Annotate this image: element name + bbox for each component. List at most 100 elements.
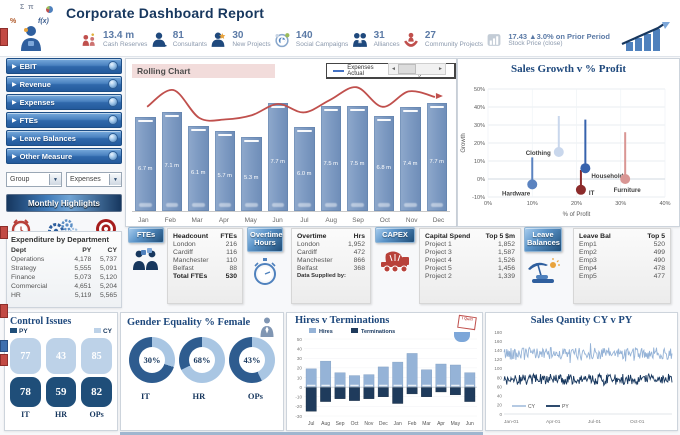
donut-label: IT [141,391,150,401]
bar-column: 7.4 m [399,83,422,211]
svg-text:20%: 20% [571,201,582,207]
bar-column: 5.7 m [213,83,236,211]
sidebar-item-revenue[interactable]: ▶ Revenue [6,76,122,92]
control-issues-title: Control Issues [10,316,72,327]
month-label: Oct [379,217,390,224]
leave-row: Emp1 520 [579,240,665,248]
svg-text:Growth: Growth [461,133,467,152]
sidebar-item-other-measure[interactable]: ▶ Other Measure [6,148,122,164]
sidebar-item-ebit[interactable]: ▶ EBIT [6,58,122,74]
leave-table: Leave Bal Top 5 Emp1 520 Emp2 499 Emp3 490 Emp4 4… [579,232,665,280]
svg-text:IT: IT [589,190,595,197]
overtime-tag[interactable]: Overtime Hours [247,227,283,252]
leave-row: Emp3 490 [579,256,665,264]
function-icon: f(x) [38,18,49,25]
svg-text:Sep: Sep [336,421,345,427]
chevron-down-icon[interactable]: ▼ [49,174,61,185]
sphere-icon [108,151,118,161]
svg-text:Jan: Jan [394,421,402,427]
kpi-social-campaigns: 140 Social Campaigns [273,31,348,48]
month-label: May [244,217,257,224]
bar-value-label: 5.3 m [244,175,259,182]
stock-price-icon [487,34,501,46]
svg-text:-20: -20 [295,404,302,409]
svg-text:100: 100 [494,366,502,371]
measure-dropdown[interactable]: Expenses ▼ [66,172,122,187]
bar-column: 6.0 m [293,83,316,211]
svg-text:-10: -10 [295,395,302,400]
kpi-label: Alliances [373,40,400,48]
bar-column: 6.8 m [372,83,395,211]
overtime-row: Belfast 368 [297,264,365,272]
monthly-highlights-banner[interactable]: Monthly Highlights [6,194,122,212]
scroll-left-icon[interactable]: ◄ [391,66,396,72]
expense-bar: 7.7 m [266,102,289,211]
bar-value-label: 7.4 m [403,161,418,168]
expenditure-row: Finance 5,073 5,120 [11,274,117,281]
fte-tag-card: FTEs [128,227,164,274]
table-footnote: Data Supplied by: [297,273,346,279]
bar-column: 7.7 m [425,83,448,211]
sidebar-item-leave-balances[interactable]: ▶ Leave Balances [6,130,122,146]
svg-text:30%: 30% [474,123,485,129]
kpi-row: 13.4 m Cash Reserves 81 Consultants 30 New Pr… [80,24,610,56]
sidebar-item-expenses[interactable]: ▶ Expenses [6,94,122,110]
svg-text:Apr: Apr [437,421,445,427]
svg-text:CY: CY [528,404,536,410]
svg-text:0%: 0% [484,201,492,207]
svg-text:Nov: Nov [364,421,373,427]
svg-text:Jun: Jun [466,421,474,427]
svg-text:20%: 20% [474,141,485,147]
expenditure-header-row: Dept PY CY [11,247,117,254]
capex-table: Capital Spend Top 5 $m Project 1 1,852 Proje… [425,232,515,280]
fte-tag[interactable]: FTEs [128,227,164,244]
expenditure-row: Operations 4,178 5,737 [11,256,117,263]
svg-text:20: 20 [297,366,303,371]
scroll-thumb[interactable] [398,64,416,74]
kpi-label: Community Projects [424,40,484,48]
bar-value-label: 5.7 m [217,172,233,179]
kpi-value: 140 [295,30,313,42]
person-icon [260,317,274,337]
month-label: Apr [218,217,229,224]
svg-text:Oct-01: Oct-01 [630,419,645,425]
legend-py: PY [10,328,28,335]
sidebar-item-label: EBIT [19,61,37,71]
kpi-new-projects: 30 New Projects [209,30,271,48]
gender-donuts: 30% 68% 43% [127,337,277,383]
sidebar-item-ftes[interactable]: ▶ FTEs [6,112,122,128]
leave-tag[interactable]: Leave Balances [524,227,562,252]
chart-scrollbar[interactable]: ◄ ► [388,63,446,75]
capex-tag[interactable]: CAPEX [375,227,415,244]
actual-line-swatch [333,69,345,72]
rolling-month-labels: Jan Feb Mar Apr May Jun Jul Aug Sep Oct Nov Dec [132,217,450,224]
capex-table-card: Capital Spend Top 5 $m Project 1 1,852 Proje… [419,228,521,304]
svg-text:PY: PY [562,404,569,410]
expense-bar: 7.5 m [346,105,369,211]
group-dropdown[interactable]: Group ▼ [6,172,62,187]
kpi-value: 30 [232,30,244,42]
month-label: Sep [352,217,364,224]
expenditure-row: Commercial 4,651 5,204 [11,283,117,290]
donut-label: OPs [247,391,263,401]
truck-icon [381,251,409,273]
vacation-icon [528,257,560,283]
month-label: Aug [325,217,337,224]
consultants-icon [152,32,167,47]
scroll-right-icon[interactable]: ► [438,66,443,72]
social-campaigns-icon [275,33,290,48]
svg-text:Terminations: Terminations [361,329,395,335]
sheet-edge-decor [0,304,8,318]
bar-value-label: 7.7 m [429,159,445,166]
cash-reserves-icon [82,33,95,46]
hires-title: Hires v Terminations [295,315,390,326]
kpi-label: New Projects [232,40,271,48]
overtime-tag-card: Overtime Hours [247,227,283,287]
svg-text:Jul-01: Jul-01 [588,419,601,425]
svg-text:50: 50 [297,337,303,342]
triangle-right-icon: ▶ [12,63,17,70]
chevron-down-icon[interactable]: ▼ [109,174,121,185]
bar-value-label: 6.8 m [376,165,392,172]
leave-tag-card: Leave Balances [524,227,562,285]
